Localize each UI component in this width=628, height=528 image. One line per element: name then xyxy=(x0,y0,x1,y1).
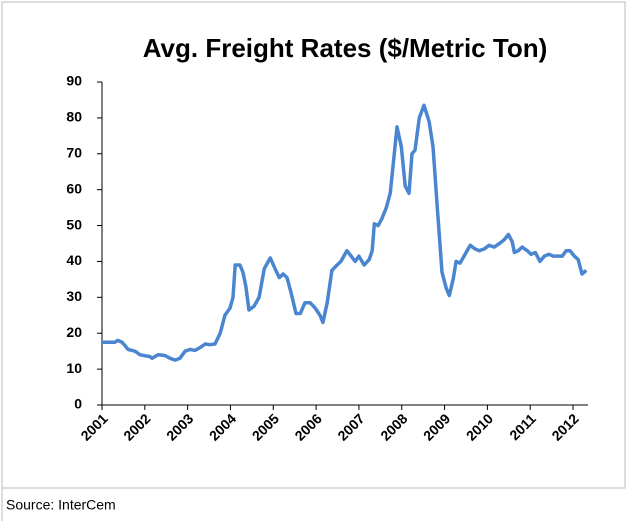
y-tick-label: 80 xyxy=(66,109,82,125)
y-tick-label: 90 xyxy=(66,73,82,89)
source-note: Source: InterCem xyxy=(6,497,116,513)
x-tick-label: 2007 xyxy=(334,410,367,443)
y-tick-label: 60 xyxy=(66,180,82,196)
y-tick-label: 40 xyxy=(66,252,82,268)
y-tick-label: 50 xyxy=(66,216,82,232)
y-tick-label: 20 xyxy=(66,324,82,340)
x-tick-label: 2001 xyxy=(77,410,110,443)
x-tick-label: 2010 xyxy=(463,410,496,443)
y-tick-label: 10 xyxy=(66,360,82,376)
x-tick-label: 2006 xyxy=(291,410,324,443)
data-line xyxy=(102,103,588,362)
x-tick-label: 2003 xyxy=(163,410,196,443)
x-tick-label: 2012 xyxy=(548,410,581,443)
x-tick-label: 2008 xyxy=(377,410,410,443)
x-tick-label: 2002 xyxy=(120,410,153,443)
y-tick-label: 30 xyxy=(66,288,82,304)
x-tick-label: 2004 xyxy=(206,410,239,443)
x-tick-label: 2009 xyxy=(420,410,453,443)
chart-frame xyxy=(1,1,626,489)
y-tick-label: 70 xyxy=(66,144,82,160)
chart-title: Avg. Freight Rates ($/Metric Ton) xyxy=(143,33,548,63)
x-tick-label: 2011 xyxy=(506,410,539,443)
y-tick-label: 0 xyxy=(74,396,82,412)
x-tick-label: 2005 xyxy=(249,410,282,443)
